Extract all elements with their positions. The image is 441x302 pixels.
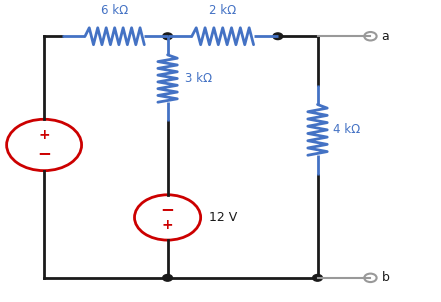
Text: +: +	[162, 218, 173, 232]
Text: 3 kΩ: 3 kΩ	[185, 72, 213, 85]
Text: 6 kΩ: 6 kΩ	[101, 4, 128, 17]
Text: 2 kΩ: 2 kΩ	[209, 4, 236, 17]
Circle shape	[364, 32, 377, 40]
Text: +: +	[38, 128, 50, 142]
Text: 4 kΩ: 4 kΩ	[333, 123, 360, 137]
Circle shape	[163, 275, 172, 281]
Text: −: −	[37, 144, 51, 162]
Text: a: a	[381, 30, 389, 43]
Circle shape	[273, 33, 283, 40]
Text: −: −	[161, 200, 175, 218]
Circle shape	[163, 33, 172, 40]
Text: 12 V: 12 V	[209, 211, 238, 224]
Text: b: b	[381, 271, 389, 284]
Circle shape	[364, 274, 377, 282]
Circle shape	[313, 275, 322, 281]
